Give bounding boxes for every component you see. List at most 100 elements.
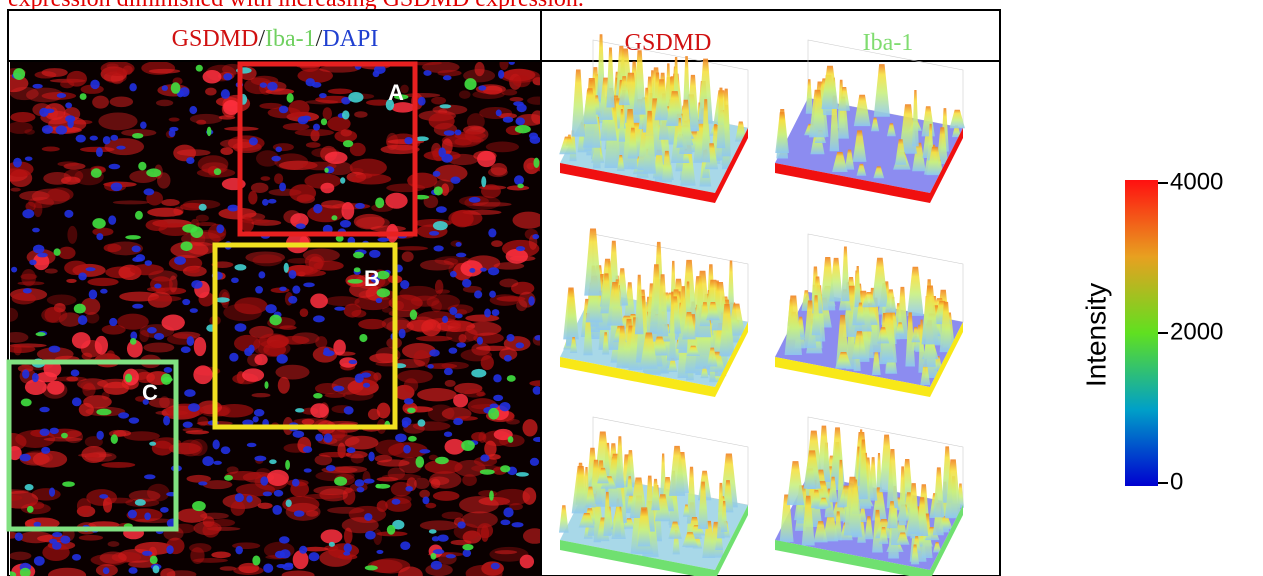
dapi-nucleus	[456, 242, 462, 247]
red-signal	[17, 281, 44, 285]
red-signal	[103, 382, 129, 395]
dapi-nucleus	[405, 486, 413, 492]
iba1-signal	[408, 436, 417, 442]
surface-peak	[841, 247, 849, 302]
iba1-signal	[429, 529, 437, 533]
dapi-nucleus	[128, 567, 137, 574]
red-signal	[429, 476, 449, 485]
red-signal	[20, 274, 37, 280]
red-signal	[106, 498, 133, 504]
dapi-nucleus	[40, 428, 50, 435]
surface-peak	[559, 505, 569, 532]
red-signal	[368, 409, 380, 420]
red-signal	[386, 184, 425, 193]
cell-body	[47, 381, 65, 395]
iba1-signal	[471, 369, 486, 378]
dapi-nucleus	[319, 93, 327, 98]
dapi-nucleus	[514, 175, 524, 185]
dapi-nucleus	[480, 268, 486, 272]
red-signal	[67, 226, 77, 244]
dapi-nucleus	[355, 479, 365, 487]
red-signal	[481, 355, 494, 370]
iba1-signal	[418, 419, 426, 426]
dapi-nucleus	[279, 536, 290, 543]
dapi-nucleus	[254, 456, 266, 462]
dapi-nucleus	[162, 85, 168, 91]
red-signal	[325, 393, 346, 398]
dapi-nucleus	[312, 82, 322, 88]
red-signal	[488, 167, 508, 177]
dapi-nucleus	[96, 233, 103, 240]
red-signal	[45, 269, 58, 274]
cell-body	[341, 202, 354, 220]
dapi-nucleus	[304, 468, 312, 472]
red-signal	[462, 474, 477, 486]
iba1-signal	[354, 267, 361, 272]
dapi-nucleus	[365, 531, 376, 540]
red-signal	[5, 345, 35, 353]
dapi-nucleus	[110, 135, 118, 141]
red-signal	[396, 246, 428, 250]
dapi-nucleus	[455, 130, 462, 136]
dapi-nucleus	[455, 313, 463, 318]
dapi-nucleus	[248, 345, 254, 354]
dapi-nucleus	[296, 223, 306, 229]
red-signal	[314, 261, 344, 271]
red-signal	[47, 187, 73, 201]
red-signal	[319, 66, 358, 73]
dapi-nucleus	[532, 234, 539, 239]
dapi-nucleus	[11, 267, 17, 273]
red-signal	[251, 393, 270, 397]
dapi-nucleus	[274, 490, 284, 497]
dapi-nucleus	[349, 360, 357, 364]
dapi-nucleus	[22, 370, 29, 379]
red-signal	[382, 474, 421, 480]
dapi-nucleus	[258, 271, 265, 278]
dapi-nucleus	[160, 507, 169, 513]
dapi-nucleus	[72, 397, 82, 406]
iba1-signal	[13, 68, 25, 80]
dapi-nucleus	[223, 73, 232, 80]
dapi-nucleus	[404, 398, 414, 404]
red-signal	[139, 330, 149, 342]
dapi-nucleus	[52, 542, 61, 550]
region-label: B	[364, 266, 380, 291]
iba1-signal	[488, 408, 499, 420]
iba1-signal	[269, 459, 277, 464]
cell-body	[310, 294, 328, 309]
red-signal	[220, 147, 233, 155]
dapi-nucleus	[164, 367, 173, 373]
iba1-signal	[91, 168, 102, 178]
iba1-signal	[285, 460, 290, 470]
dapi-nucleus	[142, 551, 152, 556]
red-signal	[92, 228, 113, 236]
cell-body	[310, 403, 329, 418]
dapi-nucleus	[303, 446, 312, 453]
red-signal	[411, 296, 440, 307]
dapi-nucleus	[504, 355, 512, 362]
dapi-nucleus	[37, 253, 48, 258]
dapi-nucleus	[163, 416, 170, 426]
iba1-signal	[111, 434, 118, 444]
red-signal	[283, 123, 310, 130]
cell-body	[506, 249, 528, 264]
red-signal	[186, 266, 199, 273]
dapi-nucleus	[423, 70, 431, 76]
dapi-nucleus	[260, 476, 268, 485]
dapi-nucleus	[478, 85, 486, 90]
iba1-signal	[313, 393, 322, 399]
dapi-nucleus	[179, 87, 189, 97]
cell-body	[385, 193, 407, 209]
iba1-signal	[62, 481, 75, 487]
red-signal	[156, 100, 173, 107]
dapi-nucleus	[343, 552, 350, 556]
dapi-nucleus	[129, 417, 139, 423]
dapi-nucleus	[111, 182, 123, 191]
dapi-nucleus	[500, 519, 510, 525]
dapi-nucleus	[507, 334, 515, 342]
dapi-nucleus	[189, 106, 197, 114]
cell-body	[162, 315, 185, 331]
dapi-nucleus	[292, 479, 300, 487]
dapi-nucleus	[463, 549, 472, 557]
dapi-nucleus	[400, 280, 409, 289]
